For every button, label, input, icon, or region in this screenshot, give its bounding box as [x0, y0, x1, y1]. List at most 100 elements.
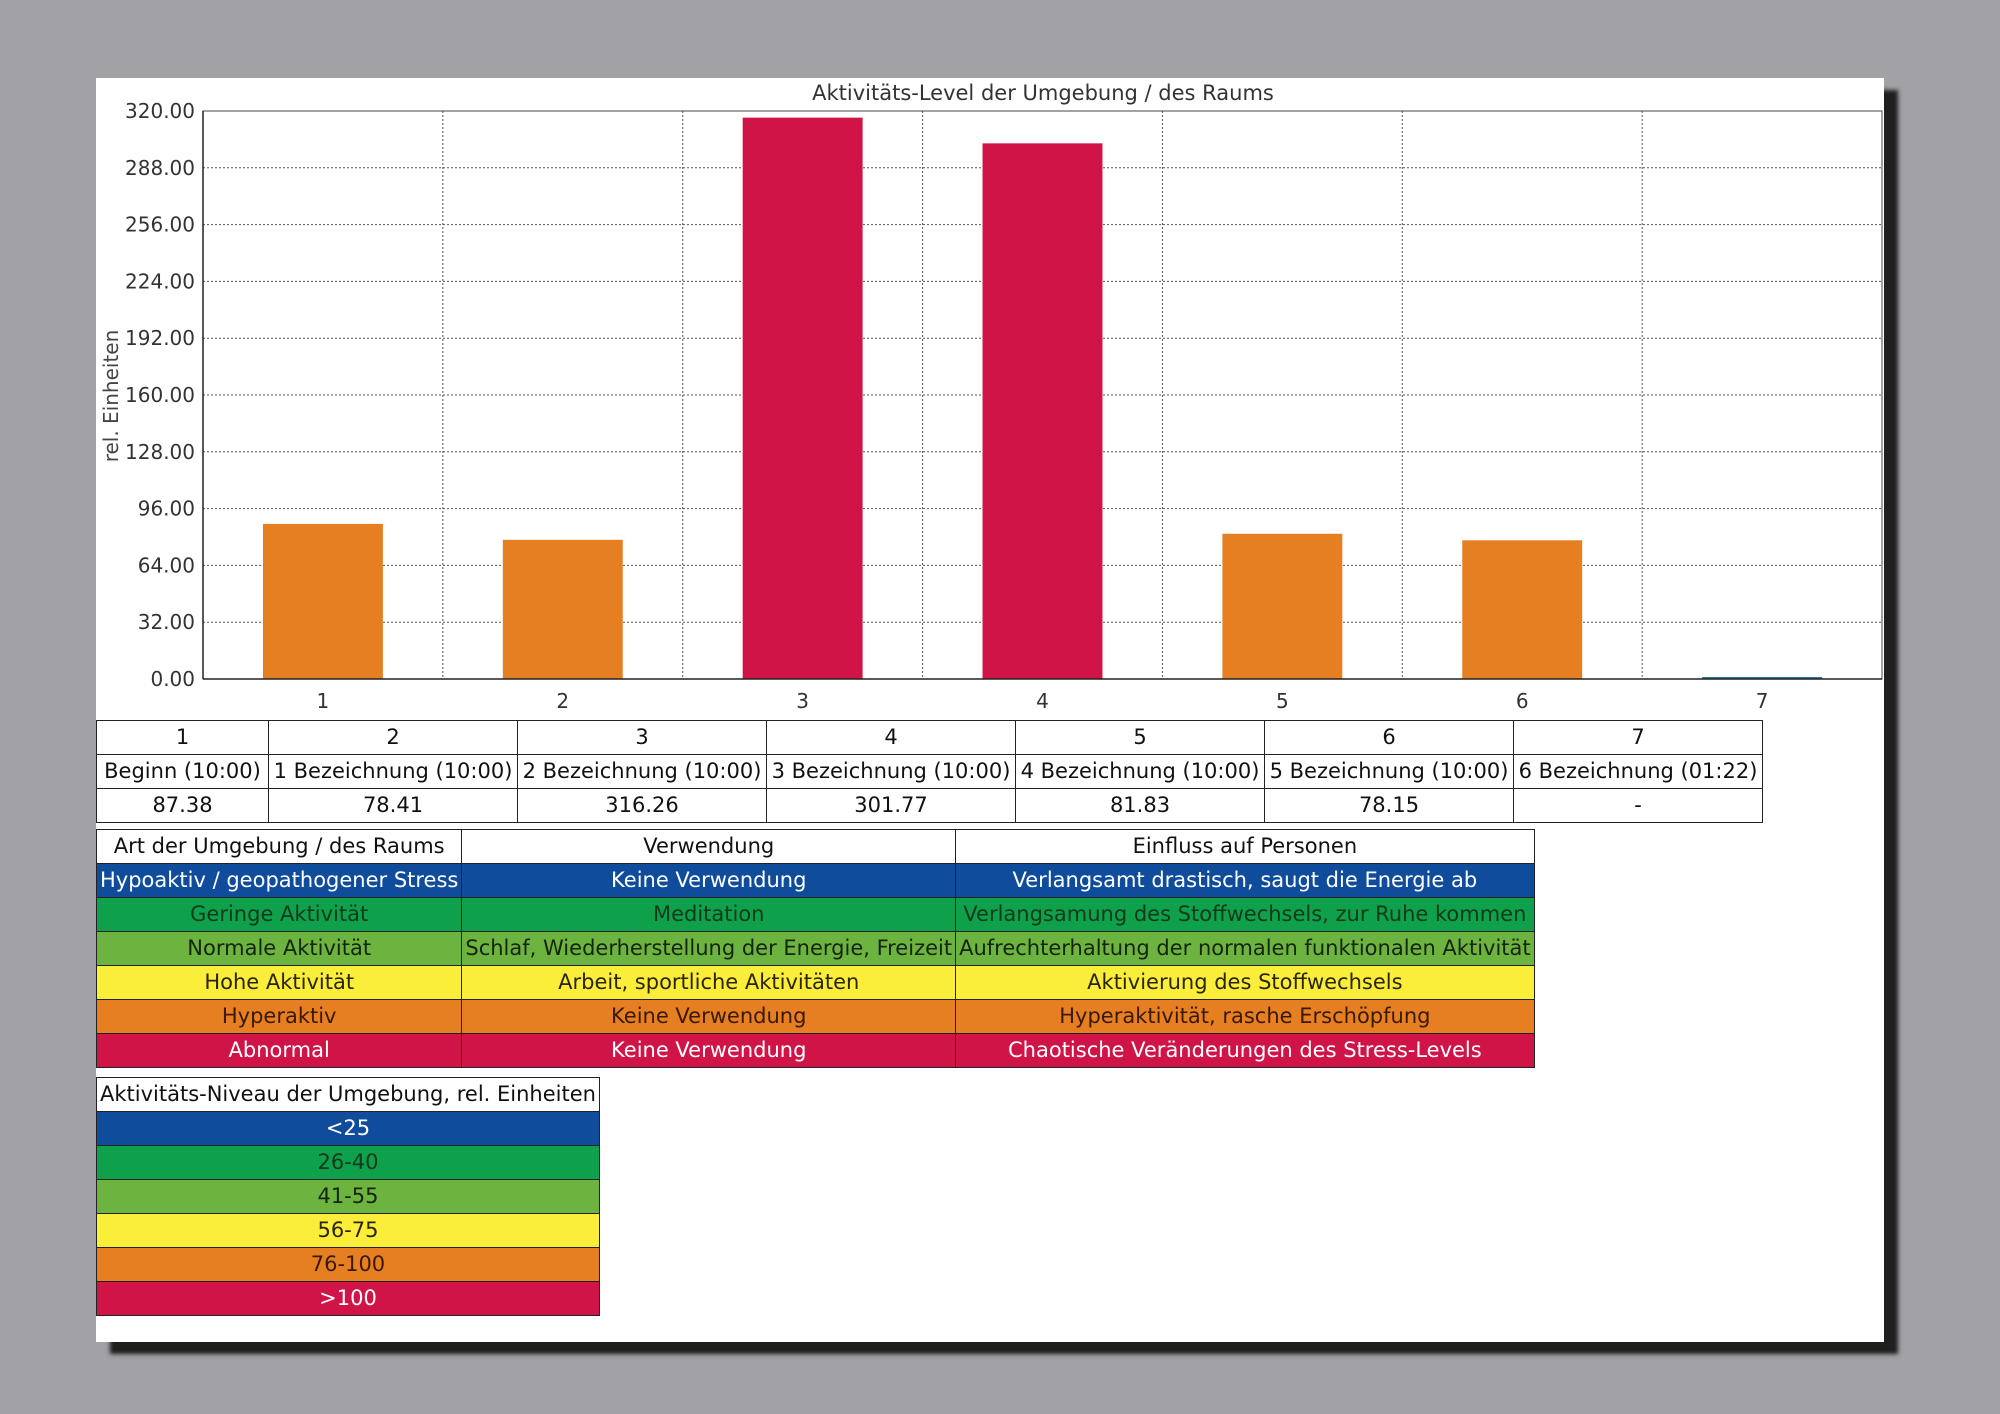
environment-row: Normale Aktivität Schlaf, Wiederherstellu…	[95, 931, 1535, 966]
measurement-label-cell: 1 Bezeichnung (10:00)	[268, 754, 518, 789]
measurement-label-row: Beginn (10:00) 1 Bezeichnung (10:00) 2 Bez…	[96, 754, 1763, 789]
environment-use-cell: Keine Verwendung	[461, 1033, 957, 1068]
environment-header-row: Art der Umgebung / des Raums Verwendung …	[95, 829, 1535, 864]
header-use: Verwendung	[461, 829, 957, 864]
bar-7	[1702, 677, 1823, 679]
x-tick-labels: 1 2 3 4 5 6 7	[317, 689, 1769, 713]
level-row: 56-75	[96, 1213, 600, 1248]
bar-5	[1222, 533, 1343, 679]
y-tick-label: 160.00	[125, 383, 195, 407]
level-row: >100	[96, 1281, 600, 1316]
environment-type-cell: Normale Aktivität	[95, 931, 463, 966]
measurement-value-cell: 316.26	[517, 788, 767, 823]
measurement-label-cell: 5 Bezeichnung (10:00)	[1264, 754, 1514, 789]
measurement-label-cell: 3 Bezeichnung (10:00)	[766, 754, 1016, 789]
level-header: Aktivitäts-Niveau der Umgebung, rel. Ein…	[96, 1077, 600, 1112]
bar-1	[262, 523, 383, 679]
bar-4	[982, 143, 1103, 679]
level-range-cell: 76-100	[96, 1247, 600, 1282]
x-tick-label: 3	[796, 689, 809, 713]
x-tick-label: 1	[317, 689, 330, 713]
measurement-label-cell: 2 Bezeichnung (10:00)	[517, 754, 767, 789]
measurement-label-cell: 4 Bezeichnung (10:00)	[1015, 754, 1265, 789]
y-tick-label: 256.00	[125, 213, 195, 237]
environment-effect-cell: Hyperaktivität, rasche Erschöpfung	[955, 999, 1535, 1034]
measurement-number-cell: 6	[1264, 720, 1514, 755]
measurement-number-cell: 5	[1015, 720, 1265, 755]
environment-row: Hypoaktiv / geopathogener Stress Keine Ve…	[95, 863, 1535, 898]
bar-3	[742, 117, 863, 680]
measurement-number-cell: 2	[268, 720, 518, 755]
measurement-value-cell: 78.41	[268, 788, 518, 823]
measurement-value-cell: 78.15	[1264, 788, 1514, 823]
environment-row: Geringe Aktivität Meditation Verlangsamung…	[95, 897, 1535, 932]
y-tick-label: 224.00	[125, 269, 195, 293]
measurement-label-cell: 6 Bezeichnung (01:22)	[1513, 754, 1763, 789]
level-range-cell: 41-55	[96, 1179, 600, 1214]
level-range-cell: <25	[96, 1111, 600, 1146]
environment-effect-cell: Verlangsamung des Stoffwechsels, zur Ruh…	[955, 897, 1535, 932]
measurement-number-cell: 4	[766, 720, 1016, 755]
environment-use-cell: Meditation	[461, 897, 957, 932]
environment-use-cell: Keine Verwendung	[461, 999, 957, 1034]
environment-use-cell: Schlaf, Wiederherstellung der Energie, F…	[461, 931, 957, 966]
level-row: 41-55	[96, 1179, 600, 1214]
measurement-value-cell: 301.77	[766, 788, 1016, 823]
y-tick-label: 96.00	[138, 497, 195, 521]
level-row: 76-100	[96, 1247, 600, 1282]
environment-type-cell: Hohe Aktivität	[95, 965, 463, 1000]
y-tick-labels: 0.00 32.00 64.00 96.00 128.00 160.00 192.00 224…	[125, 99, 195, 691]
bar-6	[1462, 540, 1583, 679]
environment-type-cell: Hyperaktiv	[95, 999, 463, 1034]
environment-type-cell: Geringe Aktivität	[95, 897, 463, 932]
y-tick-label: 320.00	[125, 99, 195, 123]
activity-level-table: Aktivitäts-Niveau der Umgebung, rel. Ein…	[96, 1077, 600, 1316]
y-tick-label: 32.00	[138, 610, 195, 634]
measurement-label-cell: Beginn (10:00)	[96, 754, 269, 789]
bars	[262, 117, 1823, 680]
x-tick-label: 4	[1036, 689, 1049, 713]
level-header-row: Aktivitäts-Niveau der Umgebung, rel. Ein…	[96, 1077, 600, 1112]
level-range-cell: 56-75	[96, 1213, 600, 1248]
environment-effect-cell: Chaotische Veränderungen des Stress-Leve…	[955, 1033, 1535, 1068]
measurement-number-cell: 1	[96, 720, 269, 755]
environment-row: Hyperaktiv Keine Verwendung Hyperaktivität…	[95, 999, 1535, 1034]
level-range-cell: 26-40	[96, 1145, 600, 1180]
y-tick-label: 288.00	[125, 156, 195, 180]
x-tick-label: 5	[1276, 689, 1289, 713]
environment-type-cell: Abnormal	[95, 1033, 463, 1068]
environment-legend-table: Art der Umgebung / des Raums Verwendung …	[95, 829, 1535, 1068]
x-tick-label: 7	[1756, 689, 1769, 713]
measurement-number-cell: 3	[517, 720, 767, 755]
measurement-value-cell: -	[1513, 788, 1763, 823]
y-tick-label: 128.00	[125, 440, 195, 464]
level-row: <25	[96, 1111, 600, 1146]
measurement-number-cell: 7	[1513, 720, 1763, 755]
environment-effect-cell: Verlangsamt drastisch, saugt die Energie…	[955, 863, 1535, 898]
y-axis-label: rel. Einheiten	[99, 330, 123, 463]
measurement-value-cell: 81.83	[1015, 788, 1265, 823]
environment-use-cell: Arbeit, sportliche Aktivitäten	[461, 965, 957, 1000]
report-card: Aktivitäts-Level der Umgebung / des Raum…	[95, 78, 1884, 1342]
measurement-value-row: 87.38 78.41 316.26 301.77 81.83 78.15-	[96, 788, 1763, 823]
header-type: Art der Umgebung / des Raums	[95, 829, 463, 864]
x-tick-label: 2	[556, 689, 569, 713]
grid-lines	[203, 110, 1882, 679]
environment-type-cell: Hypoaktiv / geopathogener Stress	[95, 863, 463, 898]
environment-effect-cell: Aktivierung des Stoffwechsels	[955, 965, 1535, 1000]
header-effect: Einfluss auf Personen	[955, 829, 1535, 864]
environment-row: Abnormal Keine Verwendung Chaotische Verän…	[95, 1033, 1535, 1068]
level-row: 26-40	[96, 1145, 600, 1180]
environment-effect-cell: Aufrechterhaltung der normalen funktiona…	[955, 931, 1535, 966]
level-range-cell: >100	[96, 1281, 600, 1316]
environment-use-cell: Keine Verwendung	[461, 863, 957, 898]
environment-row: Hohe Aktivität Arbeit, sportliche Aktivit…	[95, 965, 1535, 1000]
axes	[202, 110, 1883, 680]
chart-title: Aktivitäts-Level der Umgebung / des Raum…	[812, 81, 1274, 105]
bar-chart: Aktivitäts-Level der Umgebung / des Raum…	[99, 81, 1883, 713]
bar-2	[502, 539, 623, 679]
y-tick-label: 64.00	[138, 553, 195, 577]
y-tick-label: 0.00	[150, 667, 195, 691]
